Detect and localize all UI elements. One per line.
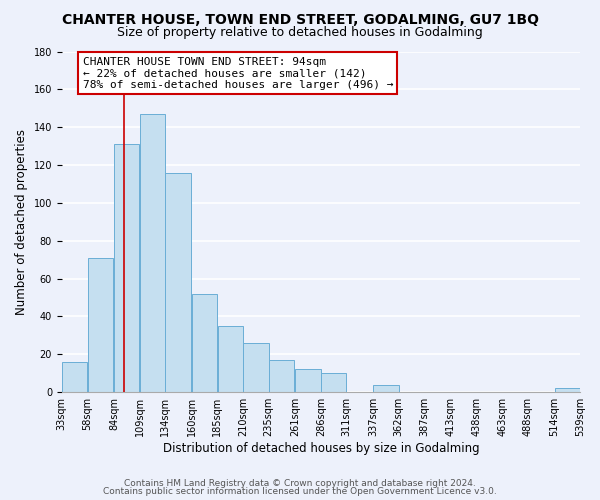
Bar — [554, 388, 580, 392]
Bar — [269, 360, 294, 392]
Bar — [140, 114, 165, 392]
Y-axis label: Number of detached properties: Number of detached properties — [15, 129, 28, 315]
Bar — [88, 258, 113, 392]
Bar — [321, 374, 346, 392]
Bar — [373, 384, 398, 392]
X-axis label: Distribution of detached houses by size in Godalming: Distribution of detached houses by size … — [163, 442, 479, 455]
Bar — [243, 343, 269, 392]
Text: CHANTER HOUSE, TOWN END STREET, GODALMING, GU7 1BQ: CHANTER HOUSE, TOWN END STREET, GODALMIN… — [62, 12, 539, 26]
Bar — [166, 172, 191, 392]
Text: Size of property relative to detached houses in Godalming: Size of property relative to detached ho… — [117, 26, 483, 39]
Bar — [295, 370, 321, 392]
Text: Contains HM Land Registry data © Crown copyright and database right 2024.: Contains HM Land Registry data © Crown c… — [124, 478, 476, 488]
Bar — [192, 294, 217, 392]
Bar — [114, 144, 139, 392]
Text: CHANTER HOUSE TOWN END STREET: 94sqm
← 22% of detached houses are smaller (142)
: CHANTER HOUSE TOWN END STREET: 94sqm ← 2… — [83, 56, 393, 90]
Text: Contains public sector information licensed under the Open Government Licence v3: Contains public sector information licen… — [103, 487, 497, 496]
Bar — [62, 362, 87, 392]
Bar — [218, 326, 243, 392]
